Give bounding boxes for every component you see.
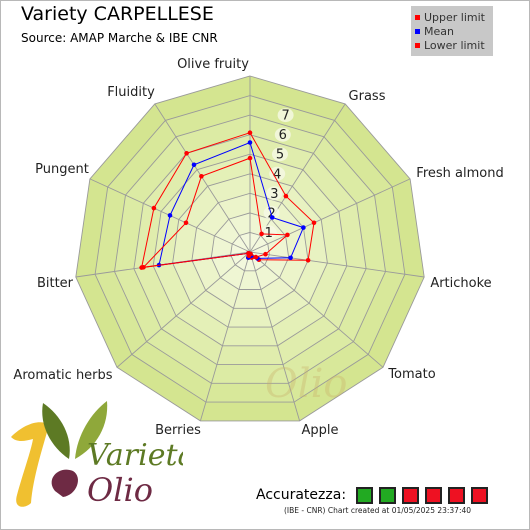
axis-label-6: Apple	[301, 423, 338, 438]
legend-swatch-mean	[415, 28, 420, 34]
grid-ring-4	[172, 173, 328, 328]
tick-bg-5	[272, 147, 288, 162]
series-1-point-4	[305, 258, 311, 263]
legend-item-upper: Upper limit	[415, 10, 493, 24]
grid-ring-6	[133, 134, 367, 366]
legend-item-lower: Lower limit	[415, 38, 493, 52]
series-2-point-4	[288, 255, 293, 261]
chart-subtitle: Source: AMAP Marche & IBE CNR	[21, 31, 218, 45]
tick-label-5: 5	[276, 148, 284, 163]
accuracy-label: Accuratezza:	[256, 487, 347, 503]
grid-ring-2	[210, 212, 290, 290]
logo-yellow-stroke	[11, 422, 49, 507]
axis-label-8: Aromatic herbs	[13, 368, 112, 383]
chart-title: Variety CARPELLESE	[21, 3, 214, 25]
legend-swatch-upper	[415, 14, 420, 20]
logo-olive	[51, 469, 78, 497]
axis-label-5: Tomato	[387, 367, 435, 382]
tick-bg-4	[269, 166, 286, 181]
tick-label-7: 7	[281, 109, 289, 124]
grid-spoke-3	[249, 178, 411, 253]
varieta-olio-logo: Varietà Olio	[11, 401, 183, 509]
series-3-point-4	[263, 251, 268, 257]
axis-label-3: Fresh almond	[416, 166, 503, 181]
tick-bg-7	[277, 108, 294, 123]
grid-spoke-7	[199, 251, 251, 422]
tick-label-1: 1	[265, 226, 273, 241]
accuracy-box-4	[425, 486, 443, 504]
grid-spoke-6	[249, 251, 301, 422]
grid-ring-5	[152, 153, 348, 347]
series-3-point-11	[199, 174, 204, 179]
tick-label-4: 4	[273, 167, 281, 182]
tick-bg-3	[266, 186, 283, 201]
series-2-point-10	[167, 213, 173, 218]
accuracy-box-6	[471, 486, 489, 504]
legend-label-upper: Upper limit	[424, 10, 485, 24]
series-3-point-5	[253, 254, 259, 260]
accuracy-box-2	[379, 486, 397, 504]
axis-label-10: Pungent	[35, 162, 89, 177]
accuracy-box-1	[356, 486, 374, 504]
legend-label-lower: Lower limit	[424, 38, 485, 52]
logo-leaf-light	[75, 401, 108, 459]
series-3-point-1	[247, 155, 253, 161]
logo-word-varieta: Varietà	[87, 438, 183, 473]
axis-label-1: Olive fruity	[177, 57, 249, 72]
series-1-point-2	[283, 193, 289, 199]
series-1-point-11	[184, 151, 189, 156]
grid-ring-7	[114, 114, 386, 384]
axis-label-11: Fluidity	[107, 85, 155, 100]
series-1-point-3	[311, 220, 317, 226]
axis-label-4: Artichoke	[430, 276, 491, 291]
accuracy-panel: Accuratezza:	[256, 485, 494, 505]
accuracy-box-5	[448, 486, 466, 504]
grid-spoke-5	[249, 251, 384, 368]
series-1-point-10	[151, 205, 157, 211]
logo-leaf-dark	[42, 403, 70, 459]
series-3-point-9	[141, 265, 146, 270]
legend-swatch-lower	[415, 42, 420, 48]
grid-ring-3	[191, 192, 309, 309]
grid-ring-8	[94, 95, 406, 403]
tick-bg-2	[263, 205, 280, 220]
series-2-point-2	[269, 215, 275, 220]
grid-ring-9	[75, 75, 425, 422]
tick-bg-1	[260, 225, 277, 240]
series-1-point-1	[247, 130, 253, 135]
legend: Upper limit Mean Lower limit	[411, 6, 493, 56]
legend-item-mean: Mean	[415, 24, 493, 38]
axis-label-7: Berries	[155, 423, 201, 438]
series-2-point-3	[301, 225, 306, 230]
grid-spoke-8	[116, 251, 251, 368]
axis-label-9: Bitter	[37, 276, 74, 291]
tick-bg-6	[274, 127, 291, 142]
legend-label-mean: Mean	[424, 24, 454, 38]
series-3-point-10	[183, 220, 189, 226]
grid-ring-1	[230, 231, 270, 272]
series-3-point-3	[285, 232, 290, 238]
tick-label-3: 3	[270, 187, 278, 202]
chart-credit: (IBE - CNR) Chart created at 01/05/2025 …	[284, 506, 472, 515]
watermark-olio: Olio	[265, 361, 347, 407]
accuracy-box-3	[402, 486, 420, 504]
grid-spoke-4	[249, 251, 425, 278]
axis-label-2: Grass	[349, 89, 386, 104]
series-2-point-1	[247, 140, 253, 145]
series-2-point-11	[191, 162, 197, 168]
logo-word-olio: Olio	[87, 471, 153, 509]
tick-label-6: 6	[279, 128, 287, 143]
series-3-point-2	[259, 231, 264, 237]
series-3-point-8	[246, 251, 251, 256]
